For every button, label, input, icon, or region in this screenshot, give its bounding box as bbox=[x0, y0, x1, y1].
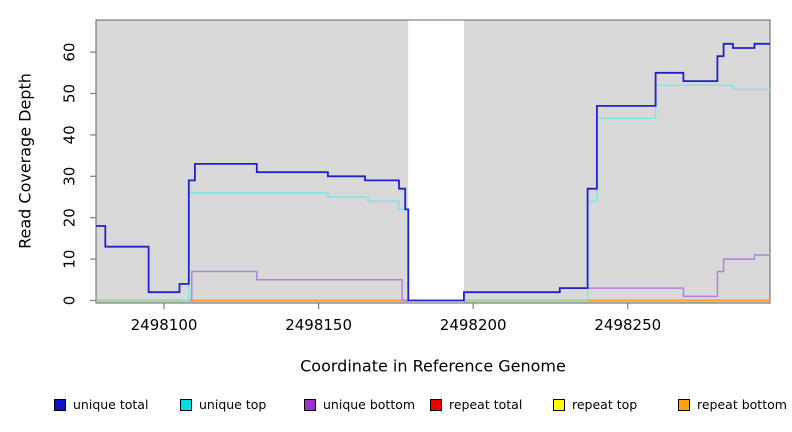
y-axis-title: Read Coverage Depth bbox=[15, 73, 35, 249]
series-unique-total bbox=[96, 42, 770, 302]
no-data-band bbox=[408, 20, 464, 303]
y-tick-label: 30 bbox=[61, 167, 79, 186]
y-tick-label: 40 bbox=[61, 125, 79, 144]
y-tick-label: 20 bbox=[61, 208, 79, 227]
y-tick-label: 0 bbox=[61, 296, 79, 306]
x-tick-label: 2498250 bbox=[594, 316, 661, 334]
y-tick-label: 10 bbox=[61, 250, 79, 269]
x-tick-label: 2498150 bbox=[285, 316, 352, 334]
x-tick-label: 2498200 bbox=[440, 316, 507, 334]
x-tick-label: 2498100 bbox=[131, 316, 198, 334]
plot-border bbox=[95, 19, 771, 304]
x-axis-title: Coordinate in Reference Genome bbox=[300, 356, 566, 376]
y-tick-label: 50 bbox=[61, 84, 79, 103]
y-tick-label: 60 bbox=[61, 43, 79, 62]
